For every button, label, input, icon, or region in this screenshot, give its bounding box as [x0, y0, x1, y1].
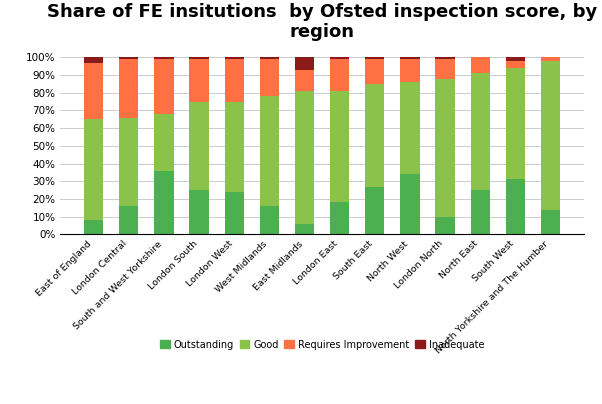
Bar [541, 57, 560, 61]
Bar [295, 91, 314, 224]
Bar [400, 59, 420, 82]
Bar [365, 84, 385, 187]
Bar [259, 59, 279, 96]
Bar [259, 206, 279, 234]
Legend: Outstanding, Good, Requires Improvement, Inadequate: Outstanding, Good, Requires Improvement,… [156, 336, 488, 354]
Bar [84, 220, 104, 234]
Bar [471, 57, 490, 73]
Bar [400, 174, 420, 234]
Bar [84, 119, 104, 220]
Bar [400, 82, 420, 174]
Bar [119, 206, 138, 234]
Bar [259, 96, 279, 206]
Bar [84, 63, 104, 119]
Bar [506, 61, 525, 68]
Bar [435, 59, 455, 78]
Bar [330, 59, 349, 91]
Bar [435, 57, 455, 59]
Bar [259, 57, 279, 59]
Bar [330, 202, 349, 234]
Bar [400, 57, 420, 59]
Bar [225, 59, 244, 101]
Bar [225, 101, 244, 192]
Bar [119, 57, 138, 59]
Bar [365, 187, 385, 234]
Bar [365, 59, 385, 84]
Bar [154, 170, 173, 234]
Bar [119, 59, 138, 118]
Title: Share of FE insitutions  by Ofsted inspection score, by
region: Share of FE insitutions by Ofsted inspec… [47, 2, 597, 41]
Bar [295, 70, 314, 91]
Bar [190, 190, 209, 234]
Bar [506, 68, 525, 179]
Bar [506, 57, 525, 61]
Bar [190, 59, 209, 101]
Bar [154, 57, 173, 59]
Bar [471, 73, 490, 190]
Bar [435, 217, 455, 234]
Bar [471, 190, 490, 234]
Bar [365, 57, 385, 59]
Bar [295, 57, 314, 70]
Bar [330, 91, 349, 202]
Bar [119, 118, 138, 206]
Bar [154, 59, 173, 114]
Bar [190, 57, 209, 59]
Bar [435, 78, 455, 217]
Bar [330, 57, 349, 59]
Bar [225, 57, 244, 59]
Bar [506, 179, 525, 234]
Bar [84, 57, 104, 63]
Bar [541, 61, 560, 210]
Bar [225, 192, 244, 234]
Bar [541, 210, 560, 234]
Bar [190, 101, 209, 190]
Bar [154, 114, 173, 170]
Bar [295, 224, 314, 234]
